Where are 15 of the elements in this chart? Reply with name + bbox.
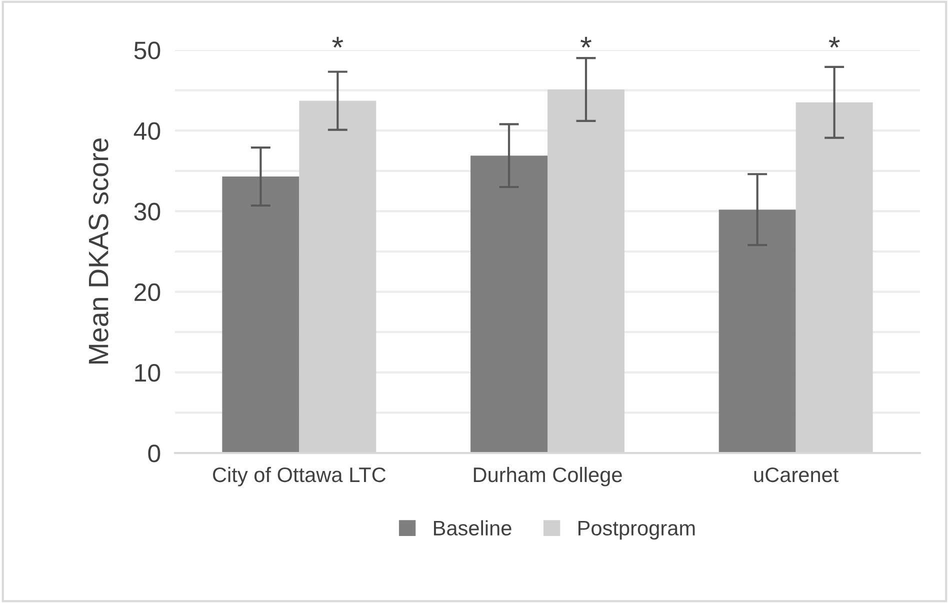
y-tick-label: 40 [134,122,160,140]
x-tick-label: uCarenet [754,467,839,482]
x-tick-label: City of Ottawa LTC [213,466,386,486]
x-tick-label: Durham College [474,466,622,486]
y-axis-title: Mean DKAS score [88,138,108,364]
y-tick-label: 0 [148,444,160,462]
text: * [580,36,592,48]
text: * [332,36,344,48]
y-tick-label: 50 [134,42,160,60]
y-tick-label: 10 [135,364,160,382]
y-tick-label: 20 [134,283,160,302]
legend-label: Baseline [434,520,512,536]
legend-label: Postprogram [578,520,695,540]
text: * [828,36,840,48]
y-tick-label: 30 [134,202,160,221]
